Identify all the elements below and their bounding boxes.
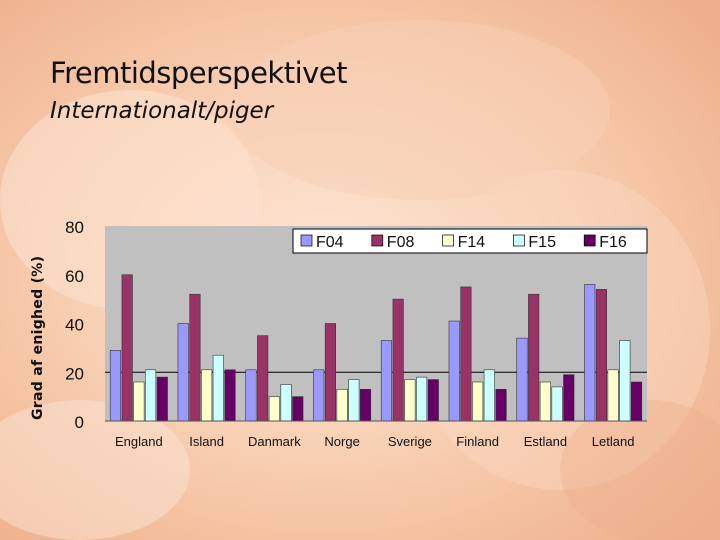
x-tick-label: Estland (524, 434, 567, 449)
bar (145, 369, 157, 422)
legend-swatch (371, 234, 384, 247)
bar (380, 340, 393, 422)
bar (245, 369, 257, 422)
bar (324, 323, 336, 422)
bar (472, 381, 484, 422)
bar (483, 369, 495, 422)
bar (563, 374, 575, 422)
bar (495, 389, 507, 422)
y-tick-label: 40 (65, 316, 84, 335)
bar (359, 389, 372, 422)
legend-swatch (300, 234, 313, 247)
bar (392, 298, 404, 422)
legend-swatch (583, 234, 596, 247)
bar (595, 289, 607, 422)
bar (607, 369, 619, 422)
bar (448, 320, 460, 422)
x-tick-label: Finland (456, 434, 499, 449)
bar (404, 379, 416, 422)
slide-subtitle: Internationalt/piger (50, 98, 274, 124)
bar (539, 381, 551, 422)
bar (528, 293, 540, 422)
x-tick-label: Norge (324, 434, 359, 449)
bar (212, 354, 224, 422)
bar (280, 384, 292, 422)
y-tick-label: 60 (65, 267, 84, 286)
legend-swatch (513, 234, 525, 247)
bar (109, 350, 122, 422)
bar (313, 369, 325, 422)
bar (292, 396, 304, 422)
bar (268, 396, 280, 422)
legend-label: F14 (458, 234, 486, 251)
x-tick-label: England (115, 434, 163, 449)
bar (551, 386, 563, 422)
bar (630, 381, 643, 422)
bar (416, 376, 428, 422)
bar (177, 323, 189, 422)
bar (460, 286, 472, 422)
bar (201, 369, 213, 422)
legend-swatch (442, 234, 454, 247)
x-tick-label: Sverige (388, 434, 432, 449)
bar (619, 340, 631, 422)
legend-label: F04 (316, 234, 344, 251)
x-tick-label: Danmark (248, 434, 301, 449)
bar (516, 337, 528, 422)
bar (584, 284, 596, 422)
bar (189, 293, 201, 422)
legend-label: F08 (387, 234, 415, 251)
legend-label: F16 (599, 234, 627, 251)
bar (121, 274, 133, 422)
y-tick-label: 80 (65, 218, 84, 237)
bar (133, 381, 145, 422)
x-tick-label: Letland (592, 434, 635, 449)
bar (257, 335, 269, 422)
legend-label: F15 (528, 234, 556, 251)
bar (348, 379, 360, 422)
bar (224, 369, 236, 422)
y-tick-label: 20 (65, 364, 84, 383)
x-tick-label: Island (189, 434, 224, 449)
y-tick-label: 0 (75, 413, 84, 432)
bar (427, 379, 439, 422)
bar (156, 376, 168, 422)
slide-title: Fremtidsperspektivet (50, 56, 348, 90)
bar (336, 389, 348, 422)
